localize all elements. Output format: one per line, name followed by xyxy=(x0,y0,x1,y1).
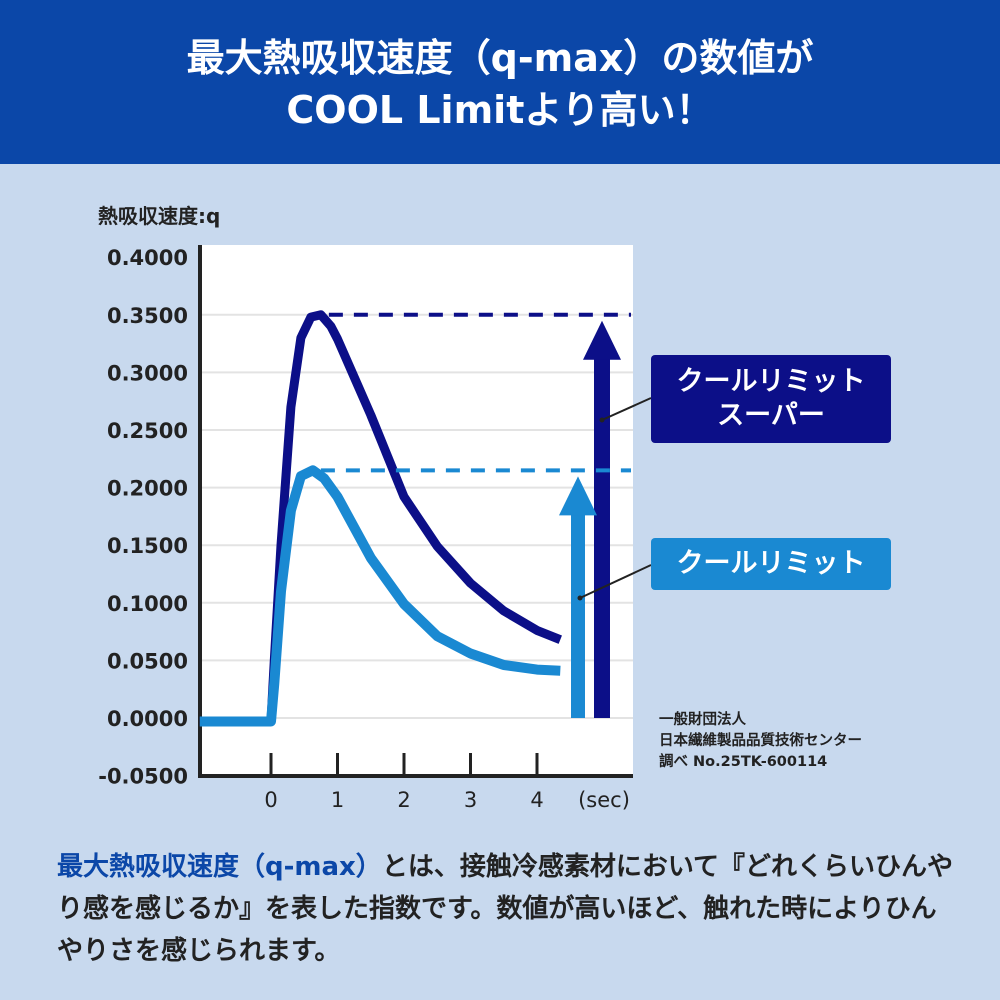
leader-dot xyxy=(599,417,605,423)
leader-dot xyxy=(577,595,583,601)
qmax-arrow-head xyxy=(583,320,621,360)
y-tick-label: 0.3500 xyxy=(107,304,188,328)
qmax-arrow-shaft xyxy=(571,500,585,718)
legend-standard-label: クールリミット xyxy=(676,548,866,579)
legend-cool-limit-super: クールリミット スーパー xyxy=(651,355,891,443)
x-tick-label: 4 xyxy=(530,788,543,812)
qmax-arrow-head xyxy=(559,476,597,516)
source-line-3: 調べ No.25TK-600114 xyxy=(659,754,828,770)
source-line-1: 一般財団法人 xyxy=(659,712,746,728)
x-tick-label: 2 xyxy=(397,788,410,812)
x-tick-label: 1 xyxy=(331,788,344,812)
leader-line-standard xyxy=(579,564,652,599)
y-tick-label: 0.2000 xyxy=(107,477,188,501)
header-banner: 最大熱吸収速度（q-max）の数値が COOL Limitより高い！ xyxy=(0,0,1000,164)
axes xyxy=(198,245,633,778)
y-tick-label: 0.0000 xyxy=(107,707,188,731)
y-tick-label: 0.3000 xyxy=(107,361,188,385)
qmax-arrow-shaft xyxy=(594,344,610,718)
y-tick-label: 0.0500 xyxy=(107,649,188,673)
description-text: とは、接触冷感素材において『どれくらいひんやり感を感じるか』を表した指数です。数… xyxy=(57,852,954,966)
series-line-cool-limit xyxy=(199,465,561,727)
legend-super-line-2: スーパー xyxy=(717,400,825,431)
y-tick-label: 0.1000 xyxy=(107,592,188,616)
y-tick-label: 0.4000 xyxy=(107,246,188,270)
leader-line-super xyxy=(601,397,652,421)
x-tick-label: 0 xyxy=(264,788,277,812)
legend-cool-limit: クールリミット xyxy=(651,538,891,590)
description: 最大熱吸収速度（q-max）とは、接触冷感素材において『どれくらいひんやり感を感… xyxy=(57,846,957,972)
y-tick-label: -0.0500 xyxy=(98,765,188,789)
y-tick-label: 0.2500 xyxy=(107,419,188,443)
x-unit-label: (sec) xyxy=(578,788,630,812)
y-axis-label: 熱吸収速度:q xyxy=(98,204,221,228)
y-tick-label: 0.1500 xyxy=(107,534,188,558)
source-note: 一般財団法人 日本繊維製品品質技術センター 調べ No.25TK-600114 xyxy=(659,710,862,773)
headline-line-2: COOL Limitより高い！ xyxy=(286,88,714,132)
x-tick-label: 3 xyxy=(464,788,477,812)
legend-super-line-1: クールリミット xyxy=(676,366,866,397)
description-emphasis: 最大熱吸収速度（q-max） xyxy=(57,852,382,882)
source-line-2: 日本繊維製品品質技術センター xyxy=(659,733,862,749)
headline-line-1: 最大熱吸収速度（q-max）の数値が xyxy=(186,36,814,80)
